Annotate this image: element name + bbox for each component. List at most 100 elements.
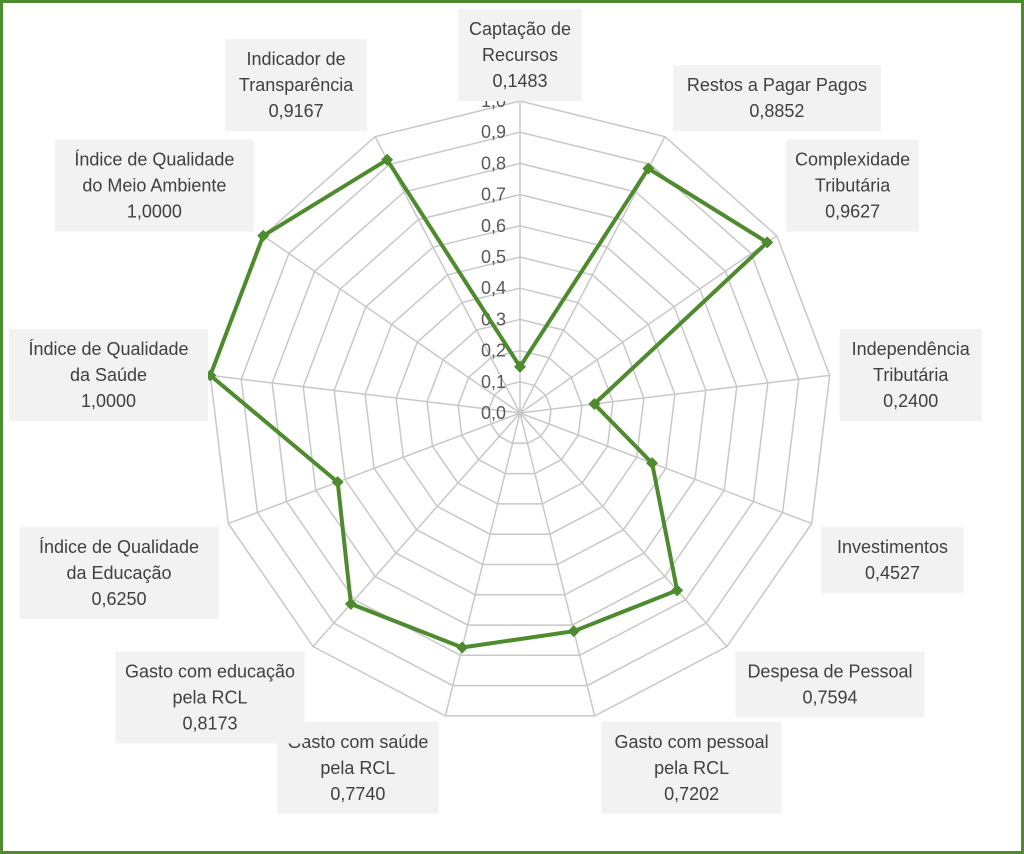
spoke-11 <box>210 374 521 414</box>
spoke-9 <box>312 412 521 647</box>
axis-label-12: Índice de Qualidade do Meio Ambiente 1,000… <box>54 139 254 232</box>
data-point-4 <box>588 397 601 410</box>
axis-name-label: pela RCL <box>654 758 729 778</box>
grid <box>209 100 831 717</box>
axis-name-label: Recursos <box>482 45 558 65</box>
tick-label: 0,0 <box>481 403 506 423</box>
axis-value-label: 0,1483 <box>492 71 547 91</box>
grid-ring-8 <box>271 162 769 657</box>
axis-value-label: 1,0000 <box>81 391 136 411</box>
tick-label: 0,2 <box>481 341 506 361</box>
data-point-10 <box>331 476 344 489</box>
axis-value-label: 0,8173 <box>182 714 237 734</box>
axis-label-box <box>54 139 254 232</box>
axis-name-label: do Meio Ambiente <box>82 176 226 196</box>
data-point-6 <box>671 584 684 597</box>
data-point-2 <box>642 162 655 175</box>
axis-name-label: Despesa de Pessoal <box>747 662 912 682</box>
series-line <box>208 157 770 650</box>
axis-name-label: Captação de <box>469 19 571 39</box>
axis-label-13: Indicador de Transparência 0,9167 <box>225 39 368 132</box>
spoke-8 <box>444 412 521 717</box>
grid-ring-5 <box>364 256 676 566</box>
grid-ring-2 <box>457 349 583 475</box>
axis-name-label: Índice de Qualidade <box>39 537 199 557</box>
radar-chart: 0,00,10,20,30,40,50,60,70,80,91,0 Captaç… <box>9 9 982 814</box>
axis-name-label: Independência <box>852 339 971 359</box>
axis-value-label: 0,7740 <box>330 784 385 804</box>
spoke-3 <box>519 235 778 414</box>
grid-ring-6 <box>333 225 707 596</box>
axis-value-label: 1,0000 <box>127 202 182 222</box>
axis-label-box <box>839 328 982 421</box>
grid-ring-9 <box>240 131 800 687</box>
axis-label-4: Independência Tributária 0,2400 <box>839 328 982 421</box>
axis-label-box <box>19 527 219 620</box>
axis-value-label: 0,7202 <box>664 784 719 804</box>
axis-value-label: 0,2400 <box>883 391 938 411</box>
spoke-13 <box>374 136 521 414</box>
grid-ring-4 <box>395 287 645 535</box>
axis-label-6: Despesa de Pessoal 0,7594 <box>735 651 925 718</box>
spoke-5 <box>519 412 812 525</box>
axis-label-11: Índice de Qualidade da Saúde 1,0000 <box>9 328 208 421</box>
axis-label-box <box>786 139 920 232</box>
axis-label-box <box>601 721 782 814</box>
axis-name-label: Transparência <box>239 75 354 95</box>
axis-name-label: Gasto com saúde <box>287 732 428 752</box>
axis-label-3: Complexidade Tributária 0,9627 <box>786 139 920 232</box>
axis-label-box <box>9 328 208 421</box>
grid-ring-3 <box>426 318 614 505</box>
spoke-7 <box>519 412 596 717</box>
axis-name-label: Índice de Qualidade <box>28 339 188 359</box>
axis-name-label: Complexidade <box>795 150 910 170</box>
axis-name-label: Tributária <box>815 176 891 196</box>
axis-value-label: 0,9167 <box>269 101 324 121</box>
axis-label-10: Índice de Qualidade da Educação 0,6250 <box>19 527 219 620</box>
tick-label: 0,9 <box>481 122 506 142</box>
tick-label: 0,6 <box>481 216 506 236</box>
axis-value-label: 0,9627 <box>825 202 880 222</box>
axis-label-box <box>672 65 881 132</box>
axis-name-label: Gasto com pessoal <box>615 732 769 752</box>
axis-label-5: Investimentos 0,4527 <box>821 527 964 594</box>
grid-ring-7 <box>302 193 738 626</box>
axis-label-7: Gasto com pessoal pela RCL 0,7202 <box>601 721 782 814</box>
tick-labels: 0,00,10,20,30,40,50,60,70,80,91,0 <box>481 91 506 423</box>
tick-label: 0,7 <box>481 185 506 205</box>
axis-value-label: 0,4527 <box>865 563 920 583</box>
axis-value-label: 0,7594 <box>802 688 857 708</box>
axis-label-box <box>735 651 925 718</box>
tick-label: 0,5 <box>481 247 506 267</box>
spoke-6 <box>519 412 728 647</box>
tick-label: 0,4 <box>481 278 506 298</box>
data-point-3 <box>761 236 774 249</box>
axis-name-label: pela RCL <box>320 758 395 778</box>
axis-label-box <box>225 39 368 132</box>
spoke-12 <box>262 235 521 414</box>
axis-value-label: 0,8852 <box>749 101 804 121</box>
axis-name-label: Investimentos <box>837 537 948 557</box>
data-point-8 <box>456 641 469 654</box>
spoke-10 <box>228 412 521 525</box>
axis-label-9: Gasto com educação pela RCL 0,8173 <box>115 651 305 744</box>
tick-label: 0,1 <box>481 372 506 392</box>
axis-name-label: da Educação <box>66 563 171 583</box>
data-point-1 <box>514 360 526 373</box>
axis-name-label: Restos a Pagar Pagos <box>687 75 867 95</box>
data-point-12 <box>257 229 270 242</box>
axis-labels: Captação de Recursos 0,1483 Restos a Pagar … <box>9 9 982 814</box>
axis-name-label: Tributária <box>873 365 949 385</box>
axis-name-label: Indicador de <box>247 49 346 69</box>
axis-name-label: da Saúde <box>70 365 147 385</box>
axis-name-label: Gasto com educação <box>125 662 295 682</box>
grid-ring-1 <box>488 381 552 445</box>
axis-label-box <box>458 9 582 101</box>
axis-name-label: Índice de Qualidade <box>74 150 234 170</box>
spoke-4 <box>519 374 830 414</box>
axis-label-box <box>115 651 305 744</box>
axis-label-box <box>821 527 964 594</box>
tick-label: 0,8 <box>481 153 506 173</box>
data-point-5 <box>646 457 659 470</box>
